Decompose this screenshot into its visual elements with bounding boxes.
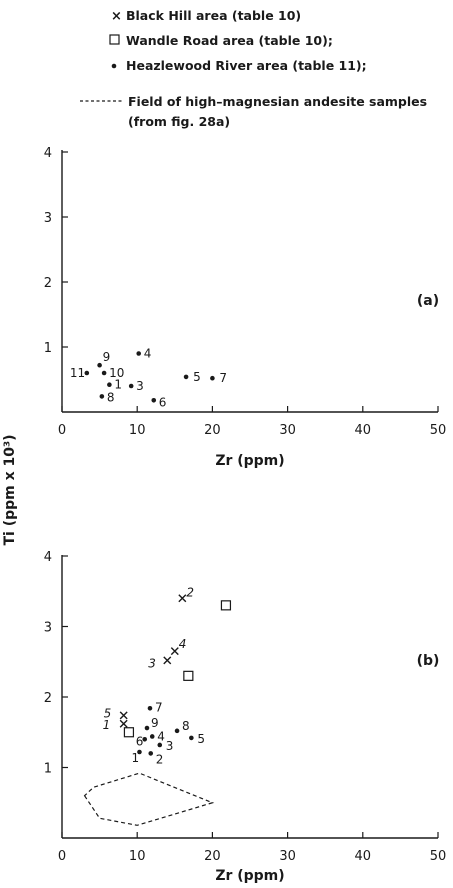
data-point-dot	[210, 375, 215, 381]
data-point-dot	[147, 705, 153, 711]
data-point-cross	[119, 719, 128, 728]
data-point-dot	[183, 374, 189, 380]
ticks: 0 10 20 30 40 50 1 2 3 4	[44, 146, 447, 438]
data-point-label: 2	[186, 585, 194, 599]
data-point-dot	[151, 398, 157, 403]
data-point-dot	[99, 394, 105, 399]
data-point-cross	[170, 647, 179, 656]
data-point-dot	[189, 735, 194, 741]
legend-item-wandle-road: Wandle Road area (table 10);	[109, 33, 333, 48]
x-tick-label: 20	[204, 423, 221, 438]
panel-label: (a)	[417, 293, 439, 309]
data-point-label: 8	[182, 719, 190, 733]
data-point-dot	[137, 749, 142, 755]
data-point-dot	[144, 725, 150, 731]
data-point-dot	[142, 737, 148, 742]
data-point-label: 8	[107, 390, 115, 404]
data-point-cross	[119, 711, 128, 720]
x-tick-label: 10	[129, 849, 146, 864]
legend-label-black-hill: Black Hill area (table 10)	[126, 8, 301, 23]
panel-label: (b)	[417, 653, 440, 669]
y-tick-label: 1	[44, 762, 52, 777]
data-point-label: 9	[151, 716, 159, 730]
y-tick-label: 3	[44, 621, 52, 636]
data-point-label: 5	[193, 370, 201, 384]
data-point-label: 3	[136, 379, 144, 393]
legend-label-wandle-road: Wandle Road area (table 10);	[126, 33, 333, 48]
data-point-dot	[107, 382, 112, 388]
data-point-label: 7	[219, 371, 227, 385]
y-axis-title: Ti (ppm x 10³)	[2, 434, 18, 545]
data-point-label: 4	[157, 729, 165, 743]
data-point-label: 11	[70, 366, 85, 380]
y-tick-label: 4	[44, 146, 52, 161]
data-point-label: 4	[179, 637, 187, 651]
x-tick-label: 0	[58, 849, 66, 864]
data-point-square	[123, 727, 135, 738]
x-tick-label: 30	[279, 849, 296, 864]
points: 1 3 4 5 6 7 8 9 10 11	[70, 347, 227, 410]
data-point-label: 6	[159, 395, 167, 409]
data-point-label: 5	[104, 706, 112, 720]
x-tick-label: 40	[355, 849, 372, 864]
data-point-label: 5	[197, 732, 205, 746]
data-point-label: 2	[156, 752, 164, 766]
data-point-square	[183, 670, 194, 681]
y-tick-label: 4	[44, 550, 52, 565]
data-point-label: 3	[148, 656, 156, 670]
legend-item-black-hill: × Black Hill area (table 10)	[111, 8, 301, 24]
legend-label-field-line2: (from fig. 28a)	[128, 114, 230, 129]
data-point-label: 4	[144, 347, 152, 361]
data-point-square	[220, 600, 232, 611]
data-point-dot	[157, 742, 163, 748]
x-tick-label: 0	[58, 423, 66, 438]
data-point-dot	[97, 362, 102, 368]
x-axis-title: Zr (ppm)	[215, 453, 284, 469]
data-point-dot	[136, 351, 142, 356]
x-tick-label: 50	[430, 849, 447, 864]
y-tick-label: 2	[44, 276, 52, 291]
data-point-label: 1	[114, 378, 122, 392]
y-tick-label: 3	[44, 211, 52, 226]
x-tick-label: 30	[279, 423, 296, 438]
data-point-cross	[178, 594, 187, 603]
data-point-label: 3	[166, 739, 174, 753]
data-point-cross	[163, 656, 172, 665]
data-point-label: 1	[131, 751, 139, 765]
cross-marker-icon: ×	[111, 9, 122, 24]
legend-item-heazlewood: Heazlewood River area (table 11);	[111, 58, 367, 73]
legend: × Black Hill area (table 10) Wandle Road…	[80, 8, 427, 129]
data-point-dot	[101, 370, 107, 376]
y-tick-label: 2	[44, 691, 52, 706]
data-point-label: 6	[136, 734, 144, 748]
legend-item-field: Field of high–magnesian andesite samples…	[80, 94, 427, 129]
data-point-dot	[174, 728, 180, 734]
data-point-label: 7	[155, 700, 163, 714]
x-tick-label: 20	[204, 849, 221, 864]
data-point-label: 9	[103, 350, 111, 364]
data-point-label: 10	[109, 366, 124, 380]
field-polygon	[83, 772, 215, 826]
square-marker-icon	[109, 34, 120, 45]
x-tick-label: 40	[355, 423, 372, 438]
legend-label-field-line1: Field of high–magnesian andesite samples	[128, 94, 427, 109]
data-point-dot	[149, 734, 155, 739]
y-tick-label: 1	[44, 341, 52, 356]
x-tick-label: 50	[430, 423, 447, 438]
x-axis-title: Zr (ppm)	[215, 868, 284, 884]
data-point-dot	[128, 383, 134, 389]
dot-marker-icon	[111, 63, 117, 69]
data-point-dot	[148, 751, 154, 756]
data-point-dot	[84, 370, 90, 376]
data-point-label: 1	[103, 718, 111, 732]
legend-label-heazlewood: Heazlewood River area (table 11);	[126, 58, 367, 73]
x-tick-label: 10	[129, 423, 146, 438]
